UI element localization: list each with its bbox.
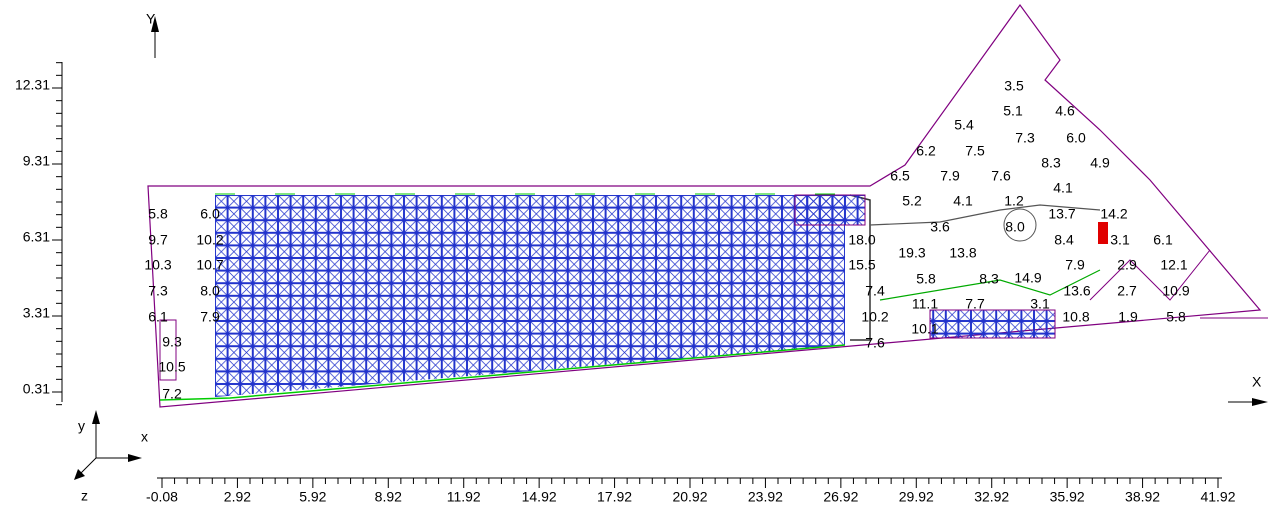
marker [1098,222,1108,244]
point-label: 8.0 [1005,219,1025,235]
point-label: 9.7 [148,232,168,248]
gizmo-letter: z [81,488,88,504]
point-label: 10.1 [911,321,938,337]
x-tick-label: 23.92 [748,489,783,505]
point-label: 4.1 [1053,180,1073,196]
point-label: 5.8 [1166,309,1186,325]
point-label: 19.3 [898,245,925,261]
point-label: 9.3 [162,334,182,350]
point-label: 6.2 [916,143,936,159]
point-label: 7.4 [865,283,885,299]
stair [1090,250,1210,300]
y-tick-label: 6.31 [23,229,50,245]
x-tick-label: 32.92 [974,489,1009,505]
point-label: 8.3 [1041,155,1061,171]
axis-letter: Y [146,11,156,27]
point-label: 10.3 [144,257,171,273]
x-tick-label: 2.92 [224,489,251,505]
y-tick-label: 0.31 [23,381,50,397]
point-label: 10.7 [196,257,223,273]
point-label: 8.4 [1054,232,1074,248]
point-label: 1.9 [1118,309,1138,325]
point-label: 10.2 [196,232,223,248]
point-label: 3.5 [1004,78,1024,94]
point-label: 7.5 [965,143,985,159]
x-tick-label: 26.92 [823,489,858,505]
x-tick-label: 35.92 [1050,489,1085,505]
point-label: 18.0 [848,232,875,248]
x-tick-label: 38.92 [1125,489,1160,505]
point-label: 14.9 [1014,270,1041,286]
point-label: 15.5 [848,257,875,273]
point-label: 3.1 [1110,232,1130,248]
point-label: 7.6 [865,335,885,351]
point-label: 7.3 [1015,130,1035,146]
point-label: 6.0 [1066,130,1086,146]
point-label: 4.6 [1055,103,1075,119]
point-label: 7.6 [991,168,1011,184]
point-label: 13.8 [949,245,976,261]
point-label: 10.5 [158,359,185,375]
point-label: 14.2 [1100,206,1127,222]
point-label: 12.1 [1160,257,1187,273]
point-label: 1.2 [1004,193,1024,209]
mesh [795,195,865,225]
arrowhead [1252,398,1268,406]
axis-letter: X [1252,374,1262,390]
point-label: 6.1 [148,309,168,325]
point-label: 10.8 [1062,309,1089,325]
point-label: 2.7 [1117,283,1137,299]
point-label: 7.3 [148,283,168,299]
y-tick-label: 3.31 [23,305,50,321]
point-label: 8.3 [979,271,999,287]
point-label: 4.1 [953,193,973,209]
mesh [215,195,845,400]
point-label: 5.8 [916,271,936,287]
point-label: 7.9 [940,168,960,184]
point-label: 10.9 [1162,283,1189,299]
x-tick-label: 8.92 [375,489,402,505]
y-tick-label: 12.31 [15,77,50,93]
point-label: 5.4 [954,117,974,133]
point-label: 5.1 [1003,103,1023,119]
point-label: 8.0 [200,283,220,299]
point-label: 5.2 [902,193,922,209]
point-label: 6.5 [890,168,910,184]
point-label: 10.2 [861,309,888,325]
point-label: 7.7 [965,296,985,312]
x-tick-label: 17.92 [597,489,632,505]
point-label: 2.9 [1117,257,1137,273]
cad-view: 5.8 6.0 9.7 10.2 10.3 10.7 7.3 8.0 6.1 7.9 9.3 10.5… [0,0,1269,518]
point-label: 13.7 [1048,206,1075,222]
point-label: 7.2 [162,386,182,402]
point-label: 4.9 [1090,155,1110,171]
point-label: 13.6 [1063,283,1090,299]
arrowhead [128,454,142,462]
x-tick-label: 20.92 [672,489,707,505]
point-label: 3.6 [930,219,950,235]
gizmo-letter: x [141,429,148,445]
x-tick-label: 5.92 [299,489,326,505]
point-label: 7.9 [1065,257,1085,273]
y-tick-label: 9.31 [23,153,50,169]
point-label: 6.1 [1153,232,1173,248]
x-tick-label: 11.92 [447,489,481,505]
x-tick-label: -0.08 [146,489,178,505]
x-tick-label: 29.92 [899,489,934,505]
point-label: 3.1 [1030,296,1050,312]
arrowhead [92,410,100,424]
point-label: 6.0 [200,206,220,222]
x-tick-label: 14.92 [522,489,557,505]
x-tick-label: 41.92 [1200,489,1235,505]
mesh [930,310,1055,338]
point-label: 5.8 [148,206,168,222]
point-label: 7.9 [200,309,220,325]
gizmo-letter: y [78,418,85,434]
point-label: 11.1 [912,296,938,312]
